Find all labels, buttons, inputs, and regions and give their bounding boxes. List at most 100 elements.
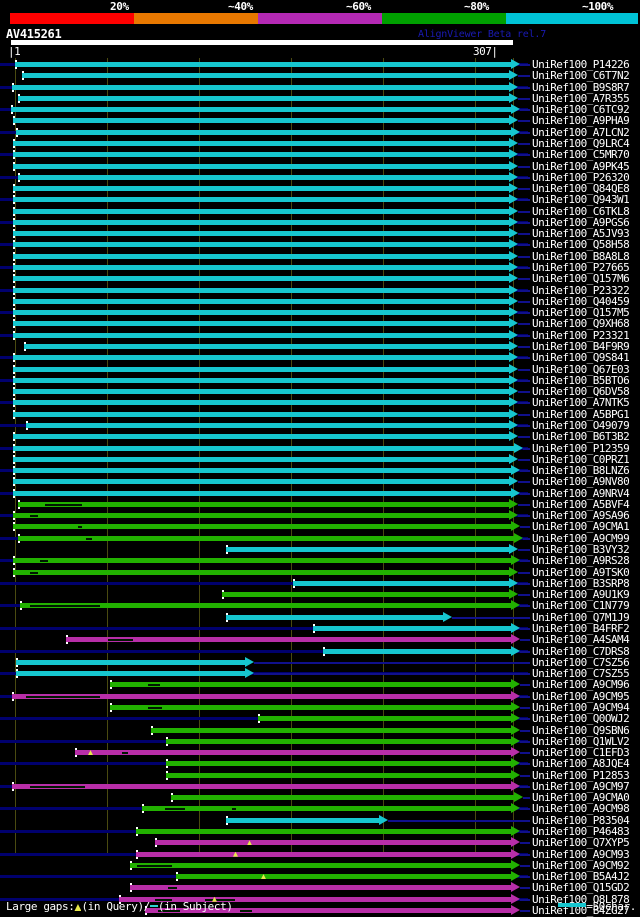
hsp-bar[interactable] <box>155 840 511 846</box>
hsp-bar[interactable] <box>136 829 511 835</box>
hit-label[interactable]: UniRef100_B3VY32 <box>532 543 630 557</box>
hsp-bar[interactable] <box>110 704 511 710</box>
hit-label[interactable]: UniRef100_B4F9R9 <box>532 340 630 353</box>
alignment-row[interactable] <box>0 623 640 634</box>
hsp-bar[interactable] <box>18 501 509 507</box>
alignment-row[interactable] <box>0 668 640 679</box>
hit-label[interactable]: UniRef100_A9CM98 <box>532 802 630 816</box>
alignment-row[interactable] <box>0 205 640 217</box>
hit-label[interactable]: UniRef100_B5BTO6 <box>532 373 630 387</box>
hsp-bar[interactable] <box>18 95 509 101</box>
alignment-row[interactable] <box>0 747 640 758</box>
alignment-row[interactable] <box>0 431 640 442</box>
hit-label[interactable]: UniRef100_A9CM95 <box>532 689 630 703</box>
hsp-bar[interactable] <box>13 310 509 316</box>
hsp-bar[interactable] <box>13 524 511 530</box>
alignment-row[interactable] <box>0 645 640 657</box>
hsp-bar[interactable] <box>66 637 511 643</box>
alignment-row[interactable] <box>0 408 640 420</box>
hsp-bar[interactable] <box>13 208 509 214</box>
alignment-row[interactable] <box>0 160 640 172</box>
hit-label[interactable]: UniRef100_Q157M5 <box>532 306 630 320</box>
hit-label[interactable]: UniRef100_C6TKL8 <box>532 204 630 218</box>
hit-label[interactable]: UniRef100_O49079 <box>532 418 630 432</box>
hsp-bar[interactable] <box>293 580 509 586</box>
alignment-row[interactable] <box>0 792 640 803</box>
hsp-bar[interactable] <box>151 727 511 733</box>
hit-label[interactable]: UniRef100_C0PRZ1 <box>532 452 630 466</box>
hit-label[interactable]: UniRef100_Q40459 <box>532 294 630 308</box>
alignment-row[interactable] <box>0 284 640 296</box>
hsp-bar[interactable] <box>13 118 509 124</box>
alignment-row[interactable] <box>0 905 640 916</box>
hit-label[interactable]: UniRef100_Q1WLV2 <box>532 734 630 748</box>
hsp-bar[interactable] <box>166 738 511 744</box>
hit-label[interactable]: UniRef100_A9CM97 <box>532 779 630 793</box>
hsp-bar[interactable] <box>119 896 511 902</box>
alignment-row[interactable] <box>0 701 640 713</box>
alignment-row[interactable] <box>0 59 640 70</box>
hit-label[interactable]: UniRef100_C6T7N2 <box>532 69 630 83</box>
hsp-bar[interactable] <box>13 197 509 203</box>
alignment-row[interactable] <box>0 104 640 115</box>
hsp-bar[interactable] <box>18 174 509 180</box>
hit-label[interactable]: UniRef100_Q7XYP5 <box>532 836 630 850</box>
hsp-bar[interactable] <box>13 434 509 440</box>
hsp-bar[interactable] <box>13 321 509 327</box>
hsp-bar[interactable] <box>16 129 511 135</box>
alignment-row[interactable] <box>0 521 640 532</box>
alignment-row[interactable] <box>0 859 640 871</box>
hit-label[interactable]: UniRef100_A5BVF4 <box>532 497 630 511</box>
hit-label[interactable]: UniRef100_C5MR70 <box>532 148 630 162</box>
hsp-bar[interactable] <box>13 366 509 372</box>
hsp-bar[interactable] <box>20 603 511 609</box>
alignment-row[interactable] <box>0 510 640 521</box>
alignment-row[interactable] <box>0 465 640 476</box>
alignment-row[interactable] <box>0 419 640 431</box>
hit-label[interactable]: UniRef100_A5JV93 <box>532 227 630 241</box>
hit-label[interactable]: UniRef100_A9RS28 <box>532 554 630 568</box>
hsp-bar[interactable] <box>13 513 509 519</box>
hsp-bar[interactable] <box>13 445 514 451</box>
hit-label[interactable]: UniRef100_B9S8R7 <box>532 80 630 94</box>
hit-label[interactable]: UniRef100_Q9XH68 <box>532 317 630 331</box>
alignment-row[interactable] <box>0 679 640 690</box>
hsp-bar[interactable] <box>11 107 511 113</box>
alignment-row[interactable] <box>0 216 640 228</box>
alignment-row[interactable] <box>0 70 640 81</box>
alignment-row[interactable] <box>0 634 640 645</box>
hit-label[interactable]: UniRef100_A9NV80 <box>532 475 630 489</box>
alignment-row[interactable] <box>0 194 640 205</box>
hit-label[interactable]: UniRef100_B6T3B2 <box>532 430 630 444</box>
alignment-row[interactable] <box>0 386 640 397</box>
hit-label[interactable]: UniRef100_P14226 <box>532 58 630 71</box>
hit-label[interactable]: UniRef100_Q9S841 <box>532 351 630 365</box>
alignment-row[interactable] <box>0 837 640 848</box>
hsp-bar[interactable] <box>130 862 511 868</box>
hit-label[interactable]: UniRef100_P23321 <box>532 328 630 342</box>
hsp-bar[interactable] <box>22 73 509 79</box>
alignment-row[interactable] <box>0 273 640 284</box>
hit-label[interactable]: UniRef100_B8A8L8 <box>532 249 630 263</box>
hsp-bar[interactable] <box>13 298 509 304</box>
alignment-row[interactable] <box>0 611 640 623</box>
hsp-bar[interactable] <box>16 659 245 665</box>
alignment-row[interactable] <box>0 115 640 126</box>
hsp-bar[interactable] <box>13 411 509 417</box>
alignment-row[interactable] <box>0 397 640 408</box>
hit-label[interactable]: UniRef100_Q7M1J9 <box>532 610 630 624</box>
hit-label[interactable]: UniRef100_B5A4J2 <box>532 870 630 884</box>
hsp-bar[interactable] <box>226 547 509 553</box>
hit-label[interactable]: UniRef100_A9CM96 <box>532 678 630 692</box>
alignment-row[interactable] <box>0 183 640 194</box>
hit-label[interactable]: UniRef100_Q84QE8 <box>532 182 630 196</box>
alignment-row[interactable] <box>0 329 640 341</box>
hit-label[interactable]: UniRef100_A7LCN2 <box>532 125 630 139</box>
alignment-row[interactable] <box>0 442 640 454</box>
hit-label[interactable]: UniRef100_P83504 <box>532 813 630 827</box>
hsp-bar[interactable] <box>313 626 511 631</box>
alignment-row[interactable] <box>0 893 640 905</box>
hit-label[interactable]: UniRef100_Q9LRC4 <box>532 136 630 150</box>
hsp-bar[interactable] <box>15 62 511 67</box>
hit-label[interactable]: UniRef100_C7DRS8 <box>532 644 630 658</box>
